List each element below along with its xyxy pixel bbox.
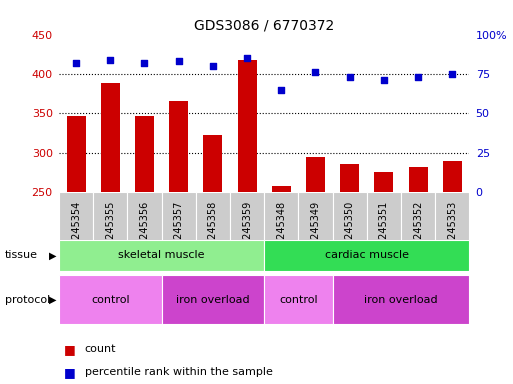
FancyBboxPatch shape [196,192,230,269]
Text: ▶: ▶ [49,295,56,305]
Bar [443,161,462,192]
Point [243,55,251,61]
Point [311,69,320,75]
Bar [101,83,120,192]
Text: protocol: protocol [5,295,50,305]
FancyBboxPatch shape [435,192,469,269]
Bar [238,60,256,192]
FancyBboxPatch shape [367,192,401,269]
Bar [340,164,359,192]
FancyBboxPatch shape [59,240,264,271]
FancyBboxPatch shape [299,192,332,269]
Bar [272,187,291,192]
Text: ▶: ▶ [49,250,56,260]
Point [414,74,422,80]
Point [346,74,354,80]
FancyBboxPatch shape [401,192,435,269]
FancyBboxPatch shape [59,192,93,269]
Text: ■: ■ [64,366,76,379]
Point [174,58,183,65]
Bar [374,172,393,192]
FancyBboxPatch shape [264,192,299,269]
Point [380,77,388,83]
Point [209,63,217,69]
FancyBboxPatch shape [332,192,367,269]
FancyBboxPatch shape [162,275,264,324]
Point [448,71,457,77]
FancyBboxPatch shape [59,275,162,324]
FancyBboxPatch shape [127,192,162,269]
FancyBboxPatch shape [264,275,332,324]
Text: percentile rank within the sample: percentile rank within the sample [85,367,272,377]
FancyBboxPatch shape [332,275,469,324]
FancyBboxPatch shape [230,192,264,269]
Text: GSM245351: GSM245351 [379,201,389,260]
Point [72,60,80,66]
Point [277,87,285,93]
Text: GSM245350: GSM245350 [345,201,354,260]
Text: iron overload: iron overload [176,295,250,305]
Text: ■: ■ [64,343,76,356]
FancyBboxPatch shape [93,192,127,269]
Bar [135,116,154,192]
Bar [204,134,222,192]
FancyBboxPatch shape [162,192,196,269]
Text: GSM245352: GSM245352 [413,201,423,260]
Text: GSM245354: GSM245354 [71,201,81,260]
Text: GSM245357: GSM245357 [174,201,184,260]
Text: cardiac muscle: cardiac muscle [325,250,409,260]
Title: GDS3086 / 6770372: GDS3086 / 6770372 [194,18,334,32]
Text: iron overload: iron overload [364,295,438,305]
Text: GSM245355: GSM245355 [105,201,115,260]
Text: GSM245359: GSM245359 [242,201,252,260]
FancyBboxPatch shape [264,240,469,271]
Text: tissue: tissue [5,250,38,260]
Bar [409,167,427,192]
Text: GSM245356: GSM245356 [140,201,149,260]
Text: GSM245348: GSM245348 [277,201,286,260]
Bar [169,101,188,192]
Point [141,60,149,66]
Text: skeletal muscle: skeletal muscle [119,250,205,260]
Text: control: control [279,295,318,305]
Bar [306,157,325,192]
Text: control: control [91,295,130,305]
Text: GSM245349: GSM245349 [310,201,321,260]
Text: GSM245353: GSM245353 [447,201,457,260]
Bar [67,116,86,192]
Text: GSM245358: GSM245358 [208,201,218,260]
Text: count: count [85,344,116,354]
Point [106,57,114,63]
